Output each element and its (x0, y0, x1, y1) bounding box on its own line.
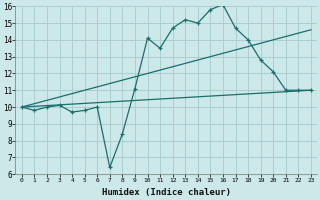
X-axis label: Humidex (Indice chaleur): Humidex (Indice chaleur) (102, 188, 231, 197)
